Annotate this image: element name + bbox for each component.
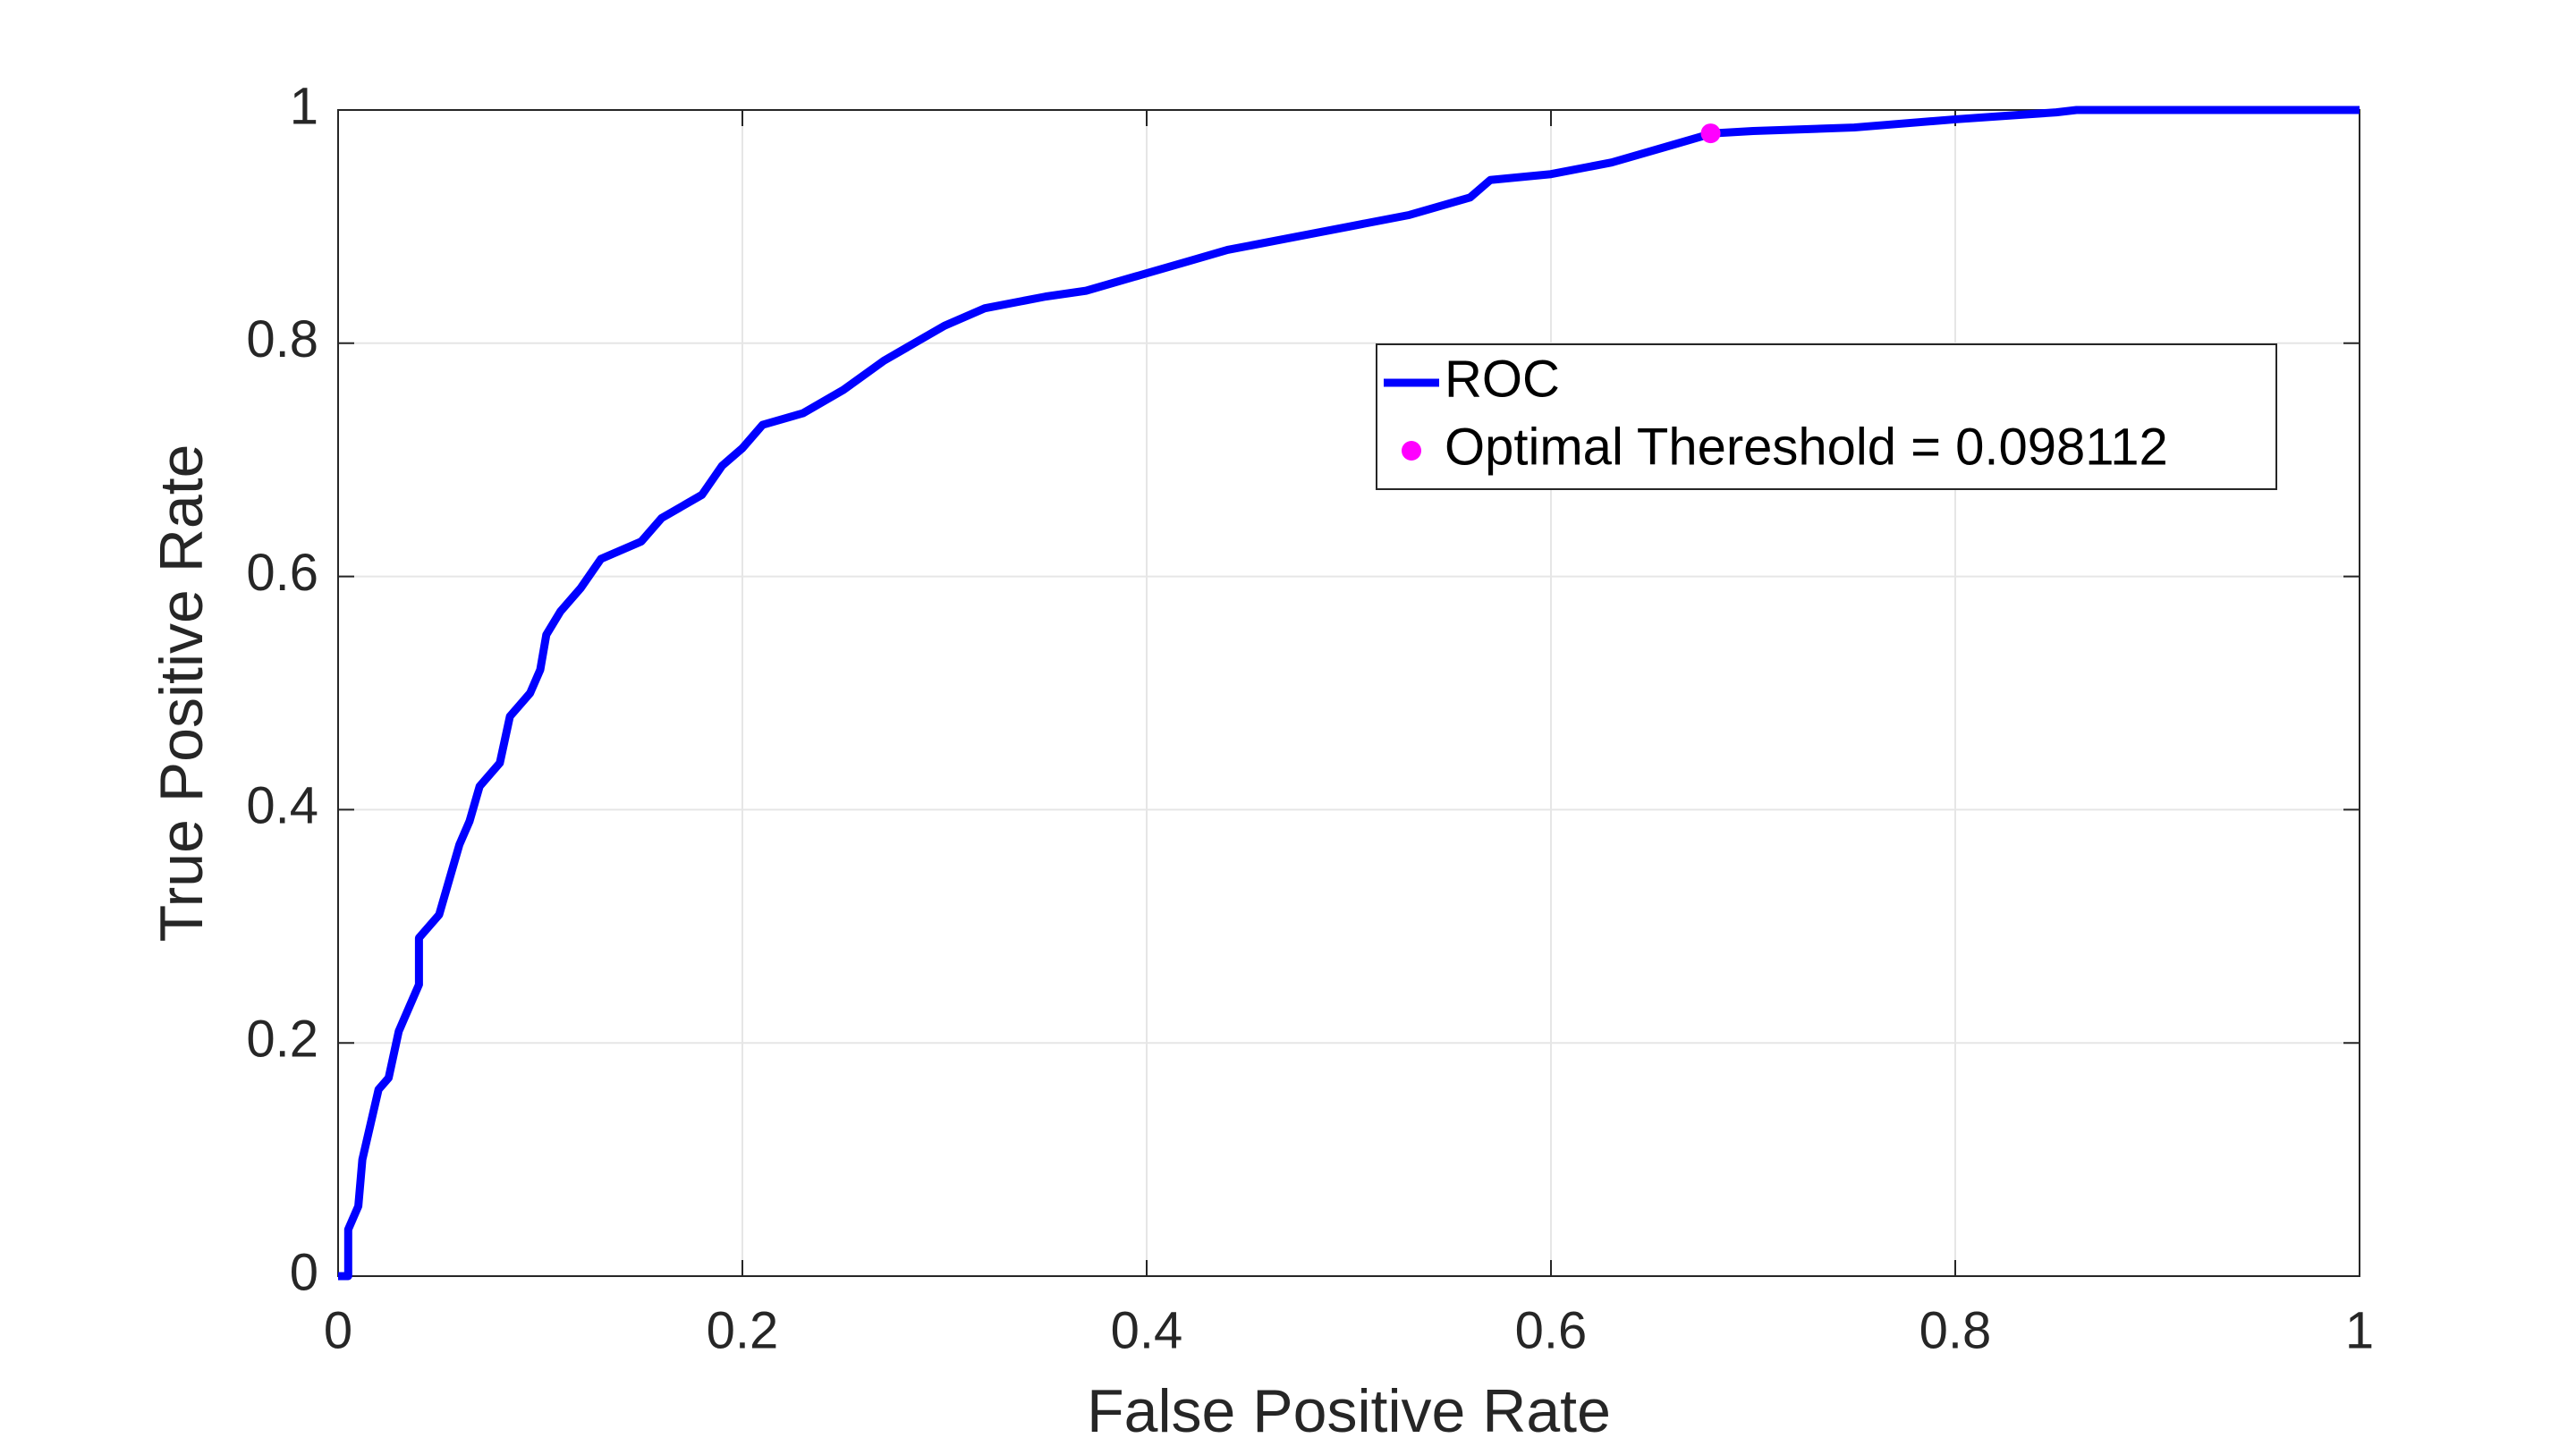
roc-line (338, 106, 2360, 1281)
x-axis-label: False Positive Rate (1087, 1377, 1611, 1438)
x-tick-label: 0.8 (1919, 1301, 1992, 1359)
x-tick-label: 0.4 (1111, 1301, 1183, 1359)
legend-label: ROC (1445, 350, 1560, 408)
y-tick-label: 0.8 (246, 310, 318, 368)
point (1700, 123, 1721, 144)
y-axis-label: True Positive Rate (148, 444, 216, 943)
x-tick-label: 0 (324, 1301, 352, 1359)
axes-box (337, 109, 2360, 1277)
y-tick-label: 0.4 (246, 777, 318, 835)
legend-label: Optimal Thereshold = 0.098112 (1445, 418, 2168, 476)
y-tick-label: 1 (290, 77, 318, 135)
x-tick-label: 0.2 (707, 1301, 779, 1359)
y-tick-label: 0.2 (246, 1011, 318, 1069)
x-tick-label: 1 (2345, 1301, 2374, 1359)
y-tick-label: 0.6 (246, 544, 318, 602)
legend-swatch (1402, 441, 1421, 461)
y-tick-label: 0 (290, 1243, 318, 1301)
legend-box (1376, 343, 2277, 490)
x-tick-label: 0.6 (1515, 1301, 1588, 1359)
